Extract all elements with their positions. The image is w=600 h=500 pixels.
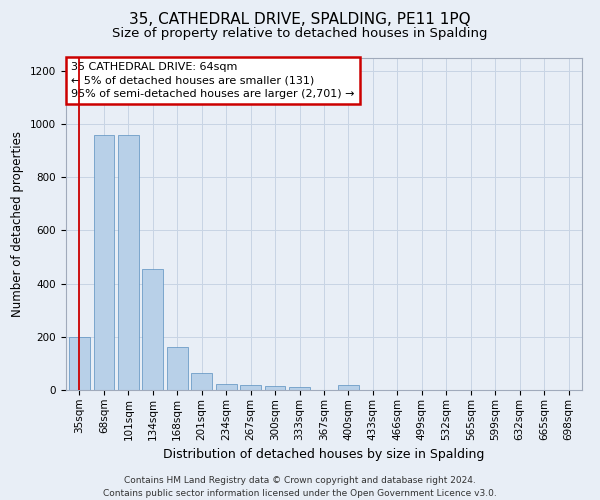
Y-axis label: Number of detached properties: Number of detached properties bbox=[11, 130, 25, 317]
Text: 35, CATHEDRAL DRIVE, SPALDING, PE11 1PQ: 35, CATHEDRAL DRIVE, SPALDING, PE11 1PQ bbox=[129, 12, 471, 28]
Bar bbox=[240, 385, 261, 390]
Text: 35 CATHEDRAL DRIVE: 64sqm
← 5% of detached houses are smaller (131)
95% of semi-: 35 CATHEDRAL DRIVE: 64sqm ← 5% of detach… bbox=[71, 62, 355, 99]
Bar bbox=[94, 134, 114, 390]
Bar bbox=[289, 388, 310, 390]
X-axis label: Distribution of detached houses by size in Spalding: Distribution of detached houses by size … bbox=[163, 448, 485, 461]
Bar bbox=[167, 348, 188, 390]
Bar bbox=[191, 372, 212, 390]
Bar bbox=[265, 386, 286, 390]
Bar bbox=[69, 337, 90, 390]
Text: Size of property relative to detached houses in Spalding: Size of property relative to detached ho… bbox=[112, 28, 488, 40]
Bar bbox=[118, 134, 139, 390]
Text: Contains HM Land Registry data © Crown copyright and database right 2024.
Contai: Contains HM Land Registry data © Crown c… bbox=[103, 476, 497, 498]
Bar bbox=[216, 384, 236, 390]
Bar bbox=[338, 384, 359, 390]
Bar bbox=[142, 269, 163, 390]
